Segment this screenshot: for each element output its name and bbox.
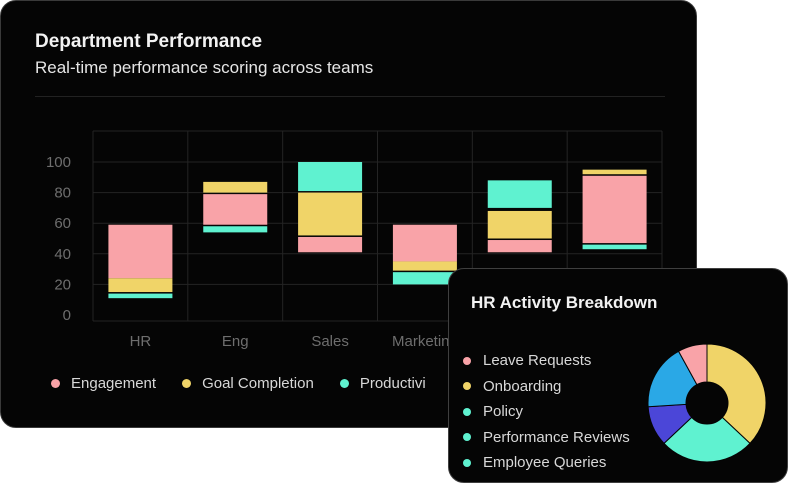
bar-engagement: [298, 236, 363, 253]
popup-legend-label: Performance Reviews: [483, 428, 630, 446]
legend-label-goal-completion: Goal Completion: [202, 375, 314, 392]
popup-legend: Leave Requests Onboarding Policy Perform…: [463, 348, 630, 476]
popup-title: HR Activity Breakdown: [471, 293, 658, 312]
chart-subtitle: Real-time performance scoring across tea…: [35, 58, 374, 77]
y-tick-label: 100: [46, 154, 71, 171]
x-tick-label: Eng: [222, 333, 249, 350]
popup-legend-label: Employee Queries: [483, 454, 607, 472]
bar-engagement: [392, 224, 457, 262]
bar-goal-completion: [108, 278, 173, 293]
bar-productivity: [108, 293, 173, 299]
legend-label-engagement: Engagement: [71, 375, 157, 392]
bar-productivity: [298, 162, 363, 192]
bar-goal-completion: [487, 210, 552, 239]
bar-engagement: [203, 194, 268, 225]
popup-legend-dot: [463, 458, 471, 467]
donut-slice-policy: [663, 416, 751, 463]
y-tick-label: 20: [54, 276, 71, 293]
legend-dot-productivity: [339, 379, 349, 388]
bar-engagement: [108, 224, 173, 279]
bar-productivity: [487, 180, 552, 208]
legend-item-engagement[interactable]: Engagement: [51, 375, 156, 392]
bar-productivity: [203, 226, 268, 233]
header-divider: [35, 96, 665, 97]
popup-legend-item[interactable]: Leave Requests: [463, 348, 630, 374]
x-tick-label: Sales: [311, 333, 349, 350]
bar-goal-completion: [582, 169, 647, 175]
bar-goal-completion: [298, 192, 363, 236]
bar-engagement: [487, 240, 552, 253]
popup-legend-item[interactable]: Onboarding: [463, 374, 630, 400]
y-tick-label: 60: [54, 215, 71, 232]
y-tick-label: 0: [63, 307, 71, 324]
legend-item-goal-completion[interactable]: Goal Completion: [182, 375, 314, 392]
popup-legend-item[interactable]: Policy: [463, 399, 630, 425]
bar-goal-completion: [203, 181, 268, 193]
legend-dot-goal-completion: [182, 379, 192, 388]
chart-title: Department Performance: [35, 31, 263, 52]
legend-dot-engagement: [51, 379, 60, 388]
hr-activity-breakdown-card: HR Activity Breakdown Leave Requests Onb…: [448, 268, 788, 483]
popup-legend-item[interactable]: Performance Reviews: [463, 425, 630, 451]
popup-legend-label: Policy: [483, 403, 524, 421]
donut-slice-onboarding: [706, 343, 767, 445]
donut-slice-leave-requests: [677, 343, 708, 386]
popup-legend-label: Leave Requests: [483, 352, 592, 370]
legend-item-productivity[interactable]: Productivi: [339, 375, 426, 392]
popup-legend-dot: [463, 356, 471, 365]
department-performance-card: Department Performance Real-time perform…: [0, 0, 697, 428]
popup-legend-dot: [463, 407, 471, 416]
legend-label-productivity: Productivi: [359, 375, 426, 392]
popup-legend-item[interactable]: Employee Queries: [463, 450, 630, 476]
bar-goal-completion: [392, 261, 457, 271]
bar-productivity: [582, 244, 647, 250]
popup-legend-dot: [463, 382, 471, 391]
x-tick-label: Marketing: [392, 333, 458, 350]
performance-bar-chart: 0 20 40 60 80 100 HR Eng Sales Marketing: [46, 130, 663, 350]
y-tick-label: 40: [54, 246, 71, 263]
bar-productivity: [392, 272, 457, 285]
bar-engagement: [582, 175, 647, 244]
y-tick-label: 80: [54, 185, 71, 202]
x-tick-label: HR: [130, 333, 152, 350]
hr-activity-donut-chart: [647, 343, 767, 463]
popup-legend-dot: [463, 433, 471, 442]
popup-legend-label: Onboarding: [483, 377, 562, 395]
chart-legend: Engagement Goal Completion Productivi: [51, 375, 452, 392]
